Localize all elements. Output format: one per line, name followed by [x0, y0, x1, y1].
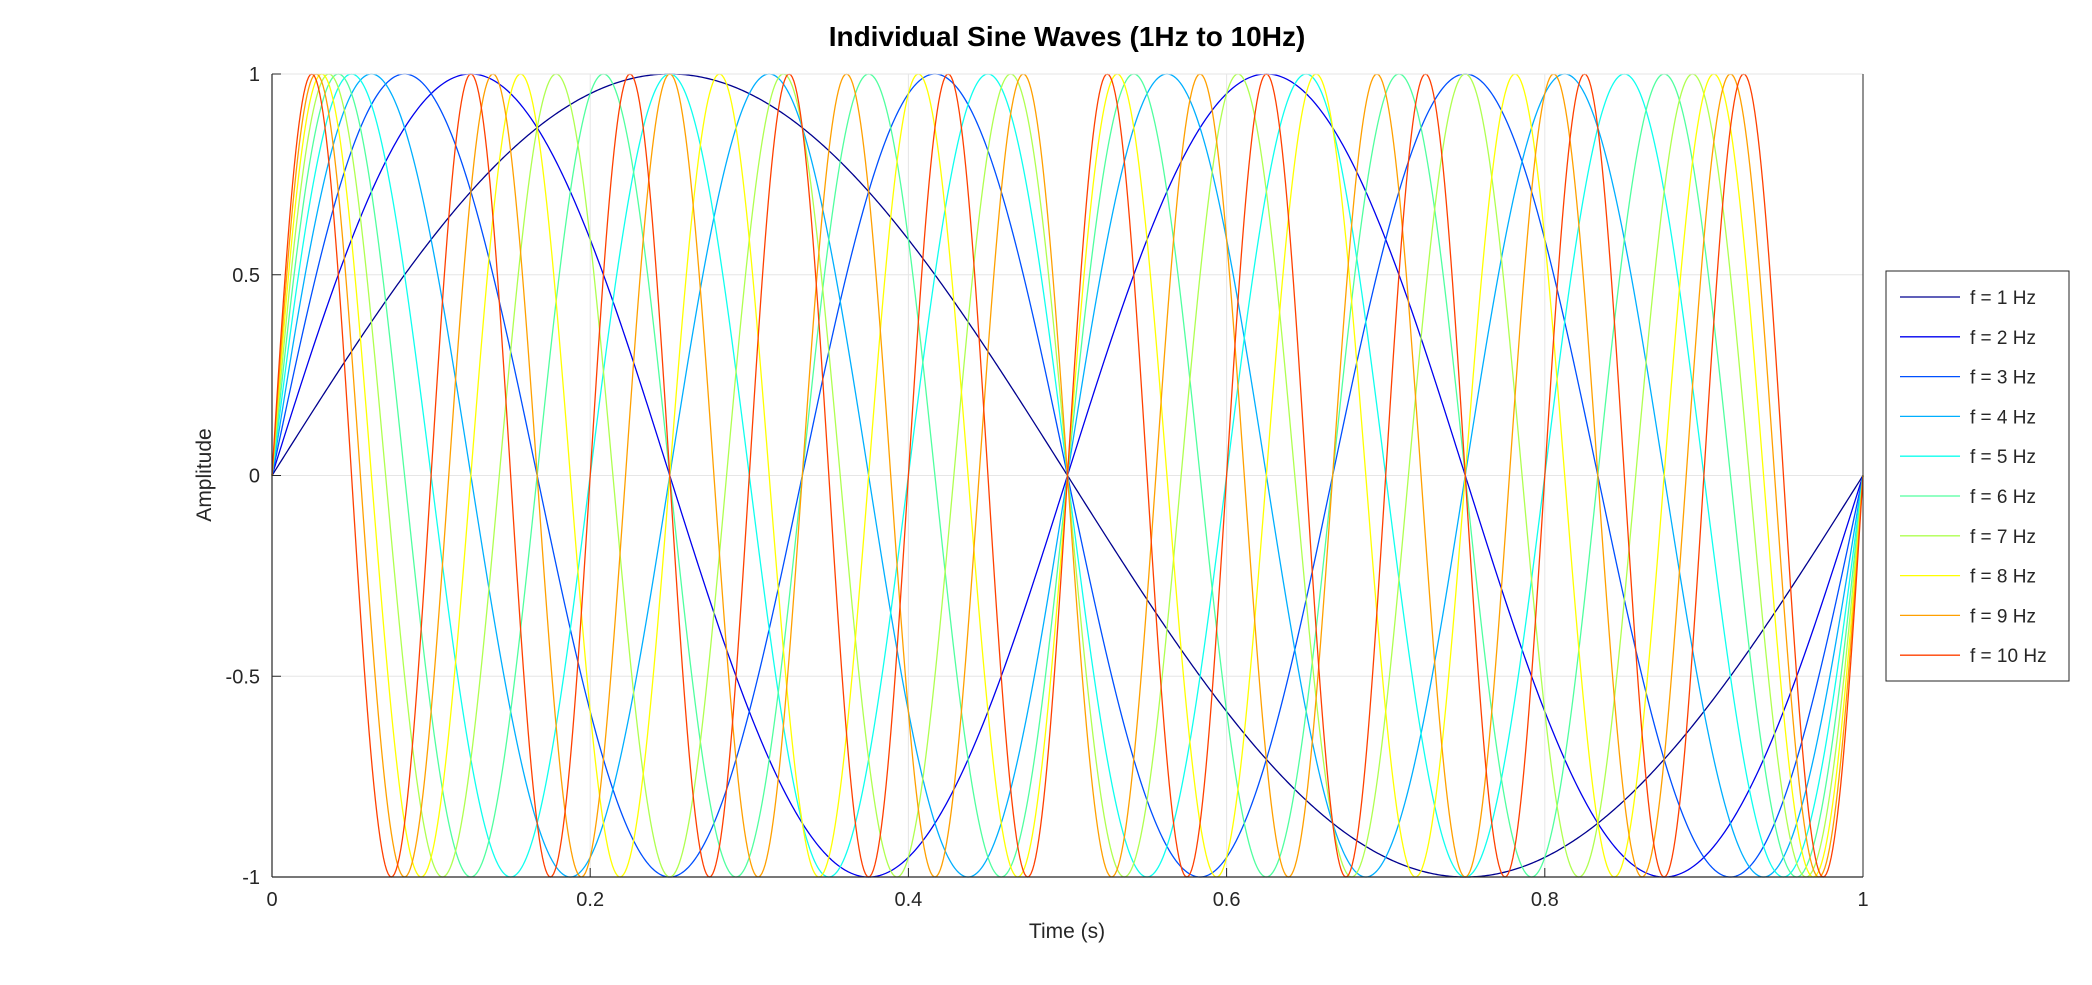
- y-tick-label: -0.5: [226, 666, 260, 688]
- series-lines: [271, 73, 1864, 878]
- y-tick-label: 0: [249, 466, 260, 488]
- legend-label: f = 7 Hz: [1970, 527, 2036, 548]
- x-tick-label: 0: [266, 889, 277, 911]
- x-tick-label: 0.4: [894, 889, 922, 911]
- x-tick-label: 0.2: [576, 889, 604, 911]
- axes: 0 0.2 0.4 0.6 0.8 1 -1 -0.5 0 0.5 1: [226, 64, 1869, 911]
- x-axis-title: Time (s): [1029, 920, 1105, 943]
- legend-label: f = 8 Hz: [1970, 567, 2036, 588]
- y-tick-label: 0.5: [232, 265, 260, 287]
- legend-label: f = 3 Hz: [1970, 368, 2036, 389]
- x-tick-label: 0.8: [1531, 889, 1559, 911]
- legend-label: f = 9 Hz: [1970, 606, 2036, 627]
- legend-box: [1885, 270, 2070, 682]
- legend-label: f = 4 Hz: [1970, 407, 2036, 428]
- x-tick-label: 0.6: [1213, 889, 1241, 911]
- legend-label: f = 2 Hz: [1970, 328, 2036, 349]
- chart-title: Individual Sine Waves (1Hz to 10Hz): [829, 21, 1306, 52]
- series-line-10hz: [271, 73, 1864, 878]
- legend-label: f = 1 Hz: [1970, 288, 2036, 309]
- legend-label: f = 5 Hz: [1970, 447, 2036, 468]
- y-axis-title: Amplitude: [193, 428, 216, 521]
- legend-label: f = 6 Hz: [1970, 487, 2036, 508]
- x-tick-label: 1: [1857, 889, 1868, 911]
- y-tick-label: 1: [249, 64, 260, 86]
- legend: f = 1 Hz f = 2 Hz f = 3 Hz f = 4 Hz f = 5 Hz…: [1885, 270, 2070, 682]
- y-tick-label: -1: [242, 867, 260, 889]
- legend-label: f = 10 Hz: [1970, 646, 2047, 667]
